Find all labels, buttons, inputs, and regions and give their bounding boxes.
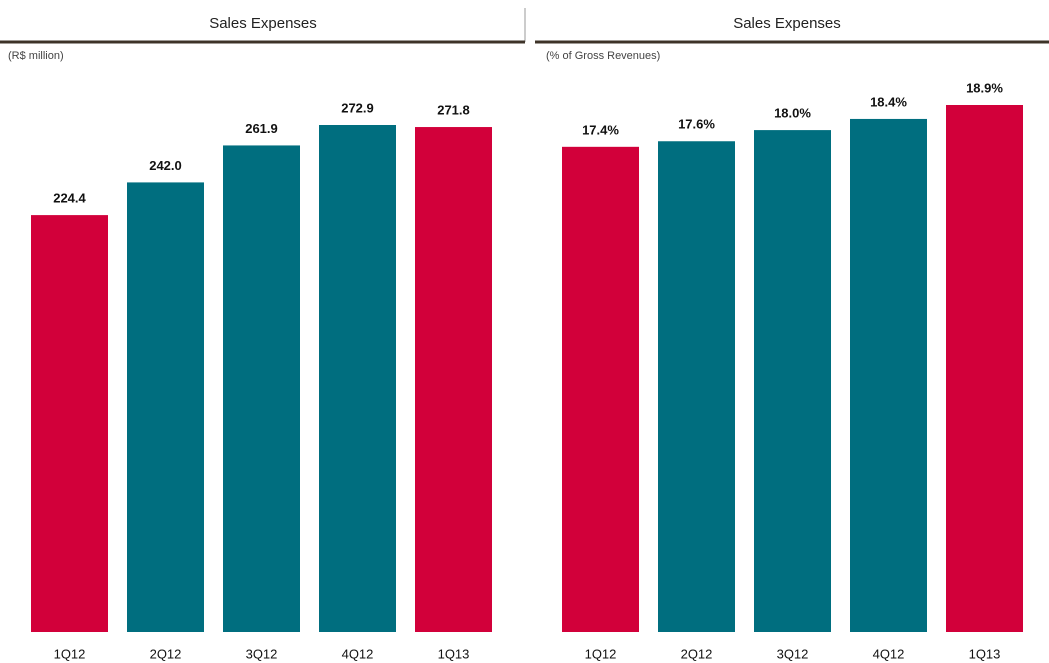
bar (658, 141, 735, 633)
chart-title: Sales Expenses (209, 15, 317, 32)
value-label: 18.9% (966, 80, 1003, 95)
value-label: 18.0% (774, 106, 811, 121)
x-tick-label: 3Q12 (246, 646, 278, 661)
chart-subtitle: (% of Gross Revenues) (546, 50, 660, 62)
value-label: 271.8 (437, 102, 470, 117)
bar (319, 125, 396, 632)
value-label: 224.4 (53, 191, 86, 206)
value-label: 261.9 (245, 121, 278, 136)
value-label: 242.0 (149, 158, 182, 173)
value-label: 18.4% (870, 94, 907, 109)
bar (946, 105, 1023, 632)
bar (223, 145, 300, 633)
x-tick-label: 2Q12 (681, 646, 713, 661)
x-tick-label: 4Q12 (342, 646, 374, 661)
bar (127, 182, 204, 632)
bar (754, 130, 831, 632)
bar (415, 127, 492, 632)
x-tick-label: 4Q12 (873, 646, 905, 661)
bar (850, 118, 927, 633)
bar (562, 146, 639, 633)
x-tick-label: 1Q13 (969, 646, 1001, 661)
bar (31, 215, 108, 632)
x-tick-label: 1Q12 (54, 646, 86, 661)
value-label: 17.4% (582, 122, 619, 137)
x-tick-label: 3Q12 (777, 646, 809, 661)
x-tick-label: 1Q12 (585, 646, 617, 661)
value-label: 272.9 (341, 100, 374, 115)
value-label: 17.6% (678, 117, 715, 132)
x-tick-label: 2Q12 (150, 646, 182, 661)
chart-subtitle: (R$ million) (8, 50, 64, 62)
chart-title: Sales Expenses (733, 15, 841, 32)
x-tick-label: 1Q13 (438, 646, 470, 661)
